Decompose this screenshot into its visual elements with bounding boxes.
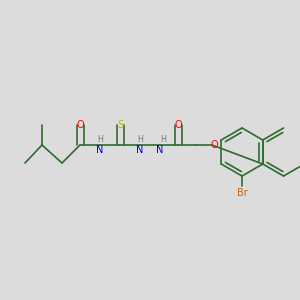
Text: H: H — [137, 136, 143, 145]
Text: N: N — [96, 145, 104, 155]
Text: S: S — [117, 120, 123, 130]
Text: O: O — [210, 140, 218, 150]
Text: N: N — [136, 145, 144, 155]
Text: Br: Br — [237, 188, 248, 198]
Text: N: N — [156, 145, 164, 155]
Text: H: H — [97, 136, 103, 145]
Text: O: O — [76, 120, 84, 130]
Text: H: H — [160, 136, 166, 145]
Text: O: O — [174, 120, 182, 130]
